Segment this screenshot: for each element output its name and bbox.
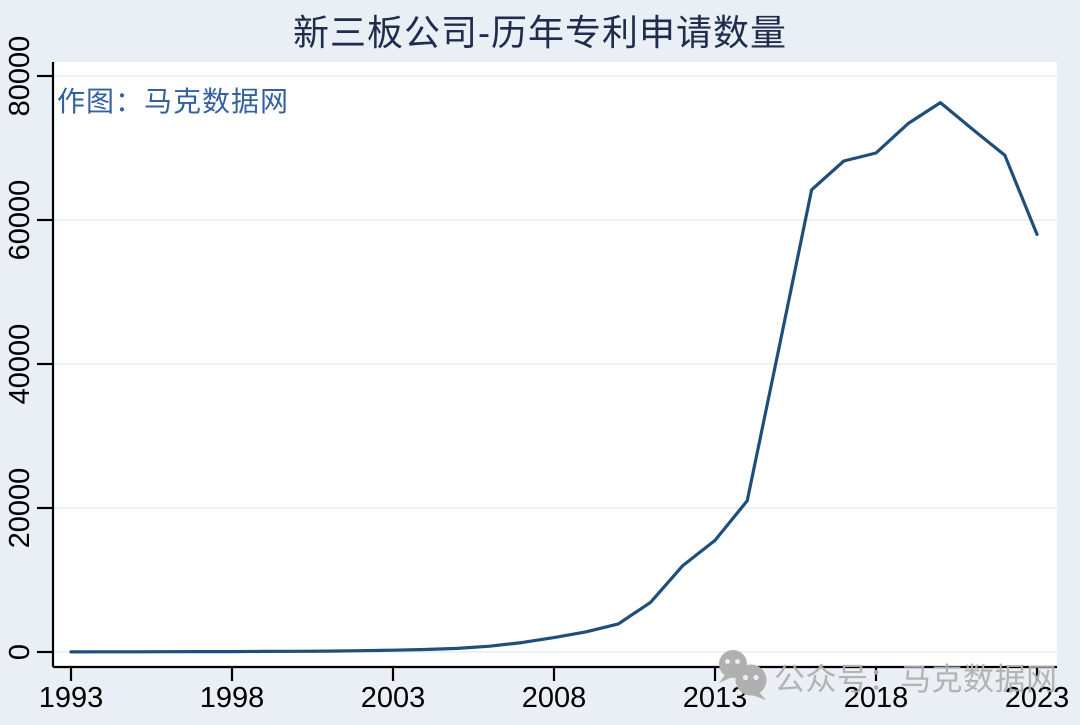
x-tick-label: 2018 <box>844 682 909 714</box>
y-tick-label: 40000 <box>4 324 36 405</box>
wechat-icon <box>719 650 767 700</box>
y-tick-label: 80000 <box>4 36 36 117</box>
bottom-watermark: 公众号：马克数据网 <box>716 650 1058 702</box>
x-tick-label: 2013 <box>683 682 748 714</box>
y-tick-label: 20000 <box>4 468 36 549</box>
y-tick-label: 60000 <box>4 180 36 261</box>
x-tick-label: 2023 <box>1005 682 1070 714</box>
x-tick-label: 2008 <box>522 682 587 714</box>
data-line <box>69 100 1039 654</box>
x-tick-label: 2003 <box>361 682 426 714</box>
y-tick-label: 0 <box>4 644 36 660</box>
x-tick-label: 1998 <box>200 682 265 714</box>
x-tick-label: 1993 <box>39 682 104 714</box>
bottom-watermark-text: 公众号：马克数据网 <box>774 661 1058 697</box>
author-watermark: 作图：马克数据网 <box>57 86 290 117</box>
chart-title: 新三板公司-历年专利申请数量 <box>293 12 787 53</box>
